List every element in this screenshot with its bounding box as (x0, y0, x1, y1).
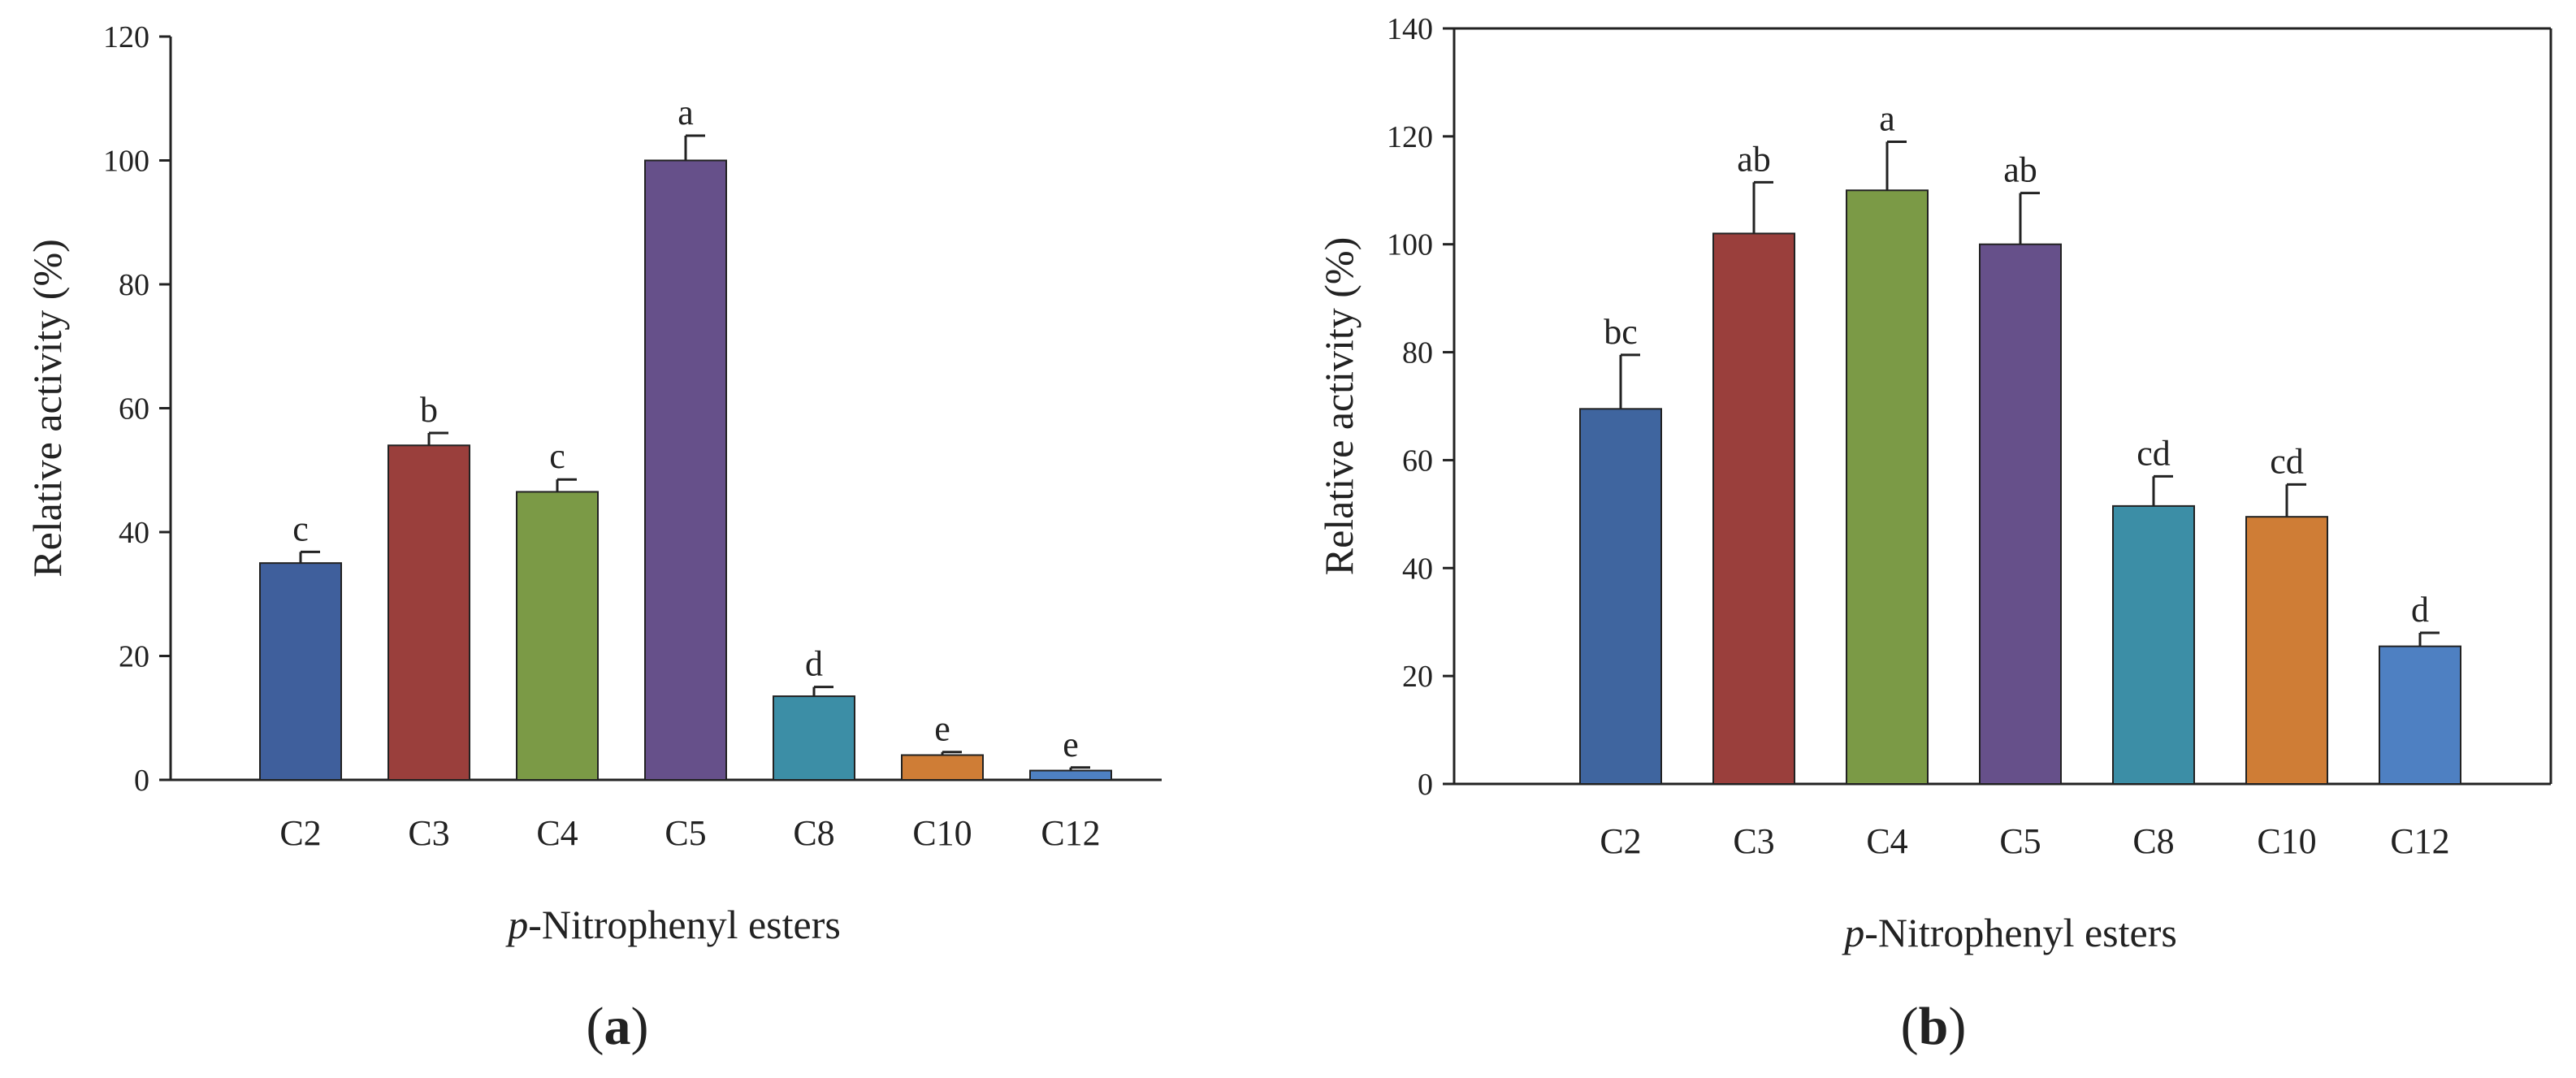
y-tick-label: 100 (103, 145, 149, 179)
y-tick-label: 140 (1387, 12, 1433, 46)
panel-label-letter: a (604, 997, 631, 1056)
x-tick-label: C8 (2132, 821, 2174, 861)
significance-label: cd (2137, 433, 2171, 473)
y-tick-label: 60 (1402, 444, 1433, 478)
x-tick-label: C5 (665, 813, 706, 853)
y-tick-label: 60 (119, 392, 149, 426)
bar-c12 (1029, 769, 1112, 781)
x-tick-label: C12 (2390, 821, 2449, 861)
significance-label: c (292, 509, 309, 548)
y-tick-label: 80 (119, 268, 149, 302)
significance-label: a (678, 93, 694, 132)
x-tick-label: C5 (1999, 821, 2041, 861)
bar-c12 (2379, 645, 2461, 785)
panel-label-open-paren: ( (1901, 997, 1919, 1056)
significance-label: c (549, 436, 565, 476)
x-tick-label: C3 (1733, 821, 1774, 861)
x-tick-label: C4 (1866, 821, 1907, 861)
panel-label: (a) (587, 997, 649, 1056)
y-axis-title: Relative activity (%) (24, 239, 70, 578)
y-tick-label: 20 (1402, 660, 1433, 694)
chart-panel-a: 0 20 40 60 80 100 120 c C2 b C3 c C4 a C5 d C8 e C10 e C12 p-… (24, 20, 1162, 1056)
y-axis-title: Relative activity (%) (1316, 237, 1362, 576)
x-tick-label: C10 (2257, 821, 2316, 861)
x-tick-label: C3 (408, 813, 449, 853)
significance-label: e (1063, 725, 1079, 764)
bar-c10 (2245, 516, 2328, 786)
bar-c10 (901, 754, 984, 781)
x-axis-title-prefix: p (505, 902, 528, 947)
bar-c3 (1712, 232, 1795, 785)
panel-label-open-paren: ( (587, 997, 604, 1056)
bar-c2 (259, 562, 342, 781)
bar-c3 (387, 444, 470, 781)
x-axis-title-rest: -Nitrophenyl esters (1864, 910, 2177, 955)
y-tick-label: 40 (1402, 552, 1433, 586)
x-axis-title: p-Nitrophenyl esters (505, 902, 841, 947)
x-tick-label: C10 (912, 813, 972, 853)
y-tick-label: 40 (119, 516, 149, 550)
x-tick-label: C2 (1600, 821, 1641, 861)
y-tick-label: 120 (1387, 120, 1433, 154)
significance-label: a (1879, 99, 1895, 139)
bar-c2 (1579, 408, 1662, 785)
bar-c4 (1846, 189, 1929, 786)
x-tick-label: C2 (279, 813, 321, 853)
x-tick-label: C12 (1041, 813, 1100, 853)
bar-c5 (1979, 243, 2062, 785)
significance-label: e (934, 709, 950, 749)
panel-label-letter: b (1919, 997, 1949, 1056)
significance-label: ab (2003, 150, 2037, 190)
chart-panel-b: 0 20 40 60 80 100 120 140 bc C2 ab C3 a C4 ab C5 cd C8 cd C… (1316, 12, 2552, 1056)
x-axis-title-prefix: p (1842, 910, 1864, 955)
significance-label: d (2411, 590, 2429, 630)
x-axis-title-rest: -Nitrophenyl esters (528, 902, 841, 947)
significance-label: bc (1604, 312, 1638, 352)
y-tick-label: 100 (1387, 228, 1433, 262)
panel-label-close-paren: ) (1948, 997, 1966, 1056)
y-tick-label: 0 (1418, 768, 1433, 802)
panel-label: (b) (1901, 997, 1967, 1056)
y-tick-label: 20 (119, 640, 149, 674)
bar-c8 (2112, 504, 2195, 786)
x-tick-label: C8 (793, 813, 834, 853)
y-tick-label: 0 (134, 764, 149, 798)
x-axis-title: p-Nitrophenyl esters (1842, 910, 2177, 955)
y-tick-label: 120 (103, 20, 149, 54)
significance-label: d (805, 644, 823, 684)
bar-c8 (773, 695, 855, 781)
significance-label: ab (1737, 139, 1771, 179)
bar-c4 (516, 491, 599, 781)
panel-label-close-paren: ) (631, 997, 649, 1056)
significance-label: cd (2270, 441, 2304, 481)
significance-label: b (420, 390, 438, 430)
bar-c5 (644, 159, 727, 781)
y-tick-label: 80 (1402, 336, 1433, 370)
x-tick-label: C4 (536, 813, 578, 853)
